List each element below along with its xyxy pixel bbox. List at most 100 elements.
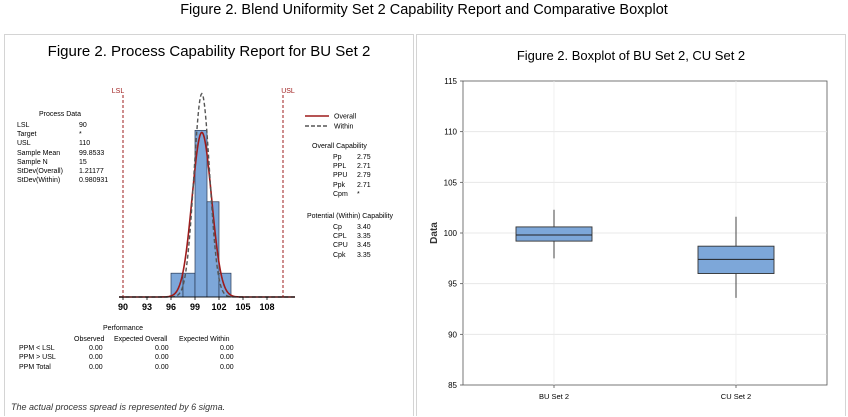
boxplot-panel: Figure 2. Boxplot of BU Set 2, CU Set 2 … bbox=[416, 34, 846, 416]
y-axis-label: Data bbox=[429, 222, 440, 244]
process-data-row: LSL 90 bbox=[17, 121, 117, 130]
process-data-row: StDev(Within) 0.980931 bbox=[17, 176, 117, 185]
x-tick-label: 90 bbox=[118, 302, 128, 312]
capability-report-title: Figure 2. Process Capability Report for … bbox=[47, 43, 371, 60]
y-tick-label: 115 bbox=[444, 77, 457, 86]
x-tick-label: 102 bbox=[211, 302, 226, 312]
process-data-value: 0.980931 bbox=[79, 177, 109, 185]
process-data-value: 110 bbox=[79, 140, 91, 148]
within-capability-label: CPU bbox=[333, 242, 348, 250]
performance-value: 0.00 bbox=[89, 345, 103, 353]
footnote: The actual process spread is represented… bbox=[11, 402, 226, 412]
overall-capability-value: 2.75 bbox=[357, 154, 371, 161]
process-data-label: StDev(Overall) bbox=[17, 167, 63, 175]
performance-column-header: Expected Within bbox=[179, 336, 230, 343]
within-capability-table: Cp 3.40 CPL 3.35 CPU 3.45 Cpk 3.35 bbox=[333, 223, 403, 260]
spec-label-lsl: LSL bbox=[112, 88, 125, 95]
capability-legend: Overall Within bbox=[305, 114, 357, 131]
within-capability-value: 3.35 bbox=[357, 251, 371, 259]
y-tick-label: 85 bbox=[448, 381, 457, 390]
within-capability-value: 3.45 bbox=[357, 242, 371, 250]
process-data-row: StDev(Overall) 1.21177 bbox=[17, 167, 117, 176]
performance-row: PPM < LSL 0.00 0.00 0.00 bbox=[19, 344, 249, 353]
overall-capability-row: PPU 2.79 bbox=[333, 171, 403, 180]
performance-row: PPM Total 0.00 0.00 0.00 bbox=[19, 363, 249, 372]
process-data-label: Sample Mean bbox=[17, 149, 61, 157]
performance-row-label: PPM > USL bbox=[19, 354, 56, 362]
y-tick-label: 95 bbox=[448, 280, 457, 289]
overall-capability-row: Cpm * bbox=[333, 190, 403, 199]
process-data-row: Sample Mean 99.8533 bbox=[17, 149, 117, 158]
overall-capability-value: 2.71 bbox=[357, 181, 371, 189]
x-tick-label: 108 bbox=[259, 302, 274, 312]
overall-capability-value: 2.71 bbox=[357, 163, 371, 171]
process-data-row: USL 110 bbox=[17, 139, 117, 148]
process-data-value: 15 bbox=[79, 158, 87, 166]
boxplot-chart: 85 90 95 100 105 110 115 BU Set 2 CU Set 2 Data bbox=[429, 77, 828, 401]
process-data-label: StDev(Within) bbox=[17, 177, 61, 185]
overall-capability-row: Pp 2.75 bbox=[333, 153, 403, 162]
overall-capability-label: Cpm bbox=[333, 190, 348, 198]
capability-report-panel: Figure 2. Process Capability Report for … bbox=[4, 34, 414, 416]
performance-table: Observed Expected Overall Expected Within P… bbox=[19, 335, 249, 372]
x-tick-label: 99 bbox=[190, 302, 200, 312]
legend-label-within: Within bbox=[334, 124, 354, 131]
overall-capability-row: Ppk 2.71 bbox=[333, 181, 403, 190]
spec-label-usl: USL bbox=[281, 88, 295, 95]
performance-row-label: PPM Total bbox=[19, 363, 51, 371]
process-data-value: 99.8533 bbox=[79, 149, 105, 157]
performance-column-header: Observed bbox=[74, 336, 105, 343]
main-title: Figure 2. Blend Uniformity Set 2 Capabil… bbox=[180, 2, 668, 18]
box-cu-set-2 bbox=[697, 245, 775, 274]
x-tick-label: 93 bbox=[142, 302, 152, 312]
within-capability-label: Cpk bbox=[333, 251, 346, 259]
within-capability-value: 3.40 bbox=[357, 224, 371, 231]
performance-value: 0.00 bbox=[220, 345, 234, 353]
within-capability-row: Cp 3.40 bbox=[333, 223, 403, 232]
y-tick-label: 105 bbox=[444, 178, 458, 187]
performance-heading: Performance bbox=[103, 325, 144, 332]
box-bu-set-2 bbox=[515, 226, 593, 242]
overall-capability-label: Pp bbox=[333, 154, 342, 161]
x-tick-label: 105 bbox=[235, 302, 250, 312]
within-capability-label: CPL bbox=[333, 233, 347, 241]
x-category-label: BU Set 2 bbox=[539, 392, 569, 401]
performance-row: PPM > USL 0.00 0.00 0.00 bbox=[19, 353, 249, 362]
performance-header-row: Observed Expected Overall Expected Within bbox=[19, 335, 249, 344]
within-capability-value: 3.35 bbox=[357, 233, 371, 241]
process-data-label: Target bbox=[17, 131, 37, 139]
overall-capability-row: PPL 2.71 bbox=[333, 162, 403, 171]
overall-capability-value: * bbox=[357, 190, 360, 198]
process-data-label: Sample N bbox=[17, 158, 48, 166]
process-data-row: Target * bbox=[17, 130, 117, 139]
performance-column-header: Expected Overall bbox=[114, 336, 168, 343]
within-capability-label: Cp bbox=[333, 224, 342, 231]
performance-value: 0.00 bbox=[220, 363, 234, 371]
performance-value: 0.00 bbox=[155, 345, 169, 353]
performance-value: 0.00 bbox=[155, 363, 169, 371]
process-data-table: LSL 90 Target * USL 110 Sample Mean 99.8533 Samp… bbox=[17, 121, 117, 185]
within-capability-row: Cpk 3.35 bbox=[333, 251, 403, 260]
boxplot-title: Figure 2. Boxplot of BU Set 2, CU Set 2 bbox=[516, 48, 746, 63]
process-data-value: 1.21177 bbox=[79, 167, 104, 175]
process-data-heading: Process Data bbox=[39, 111, 82, 118]
overall-capability-label: PPL bbox=[333, 163, 347, 171]
overall-capability-table: Pp 2.75 PPL 2.71 PPU 2.79 Ppk 2.71 Cpm * bbox=[333, 153, 403, 199]
performance-value: 0.00 bbox=[155, 354, 169, 362]
capability-histogram: LSL USL 90 93 96 99 102 105 108 bbox=[112, 88, 295, 312]
overall-capability-label: PPU bbox=[333, 172, 348, 180]
performance-row-label: PPM < LSL bbox=[19, 345, 55, 353]
y-tick-label: 110 bbox=[444, 128, 457, 137]
process-data-value: 90 bbox=[79, 122, 87, 129]
overall-capability-label: Ppk bbox=[333, 181, 346, 189]
within-capability-row: CPL 3.35 bbox=[333, 232, 403, 241]
performance-value: 0.00 bbox=[89, 363, 103, 371]
legend-label-overall: Overall bbox=[334, 114, 357, 121]
process-data-label: LSL bbox=[17, 122, 30, 129]
overall-capability-value: 2.79 bbox=[357, 172, 371, 180]
y-tick-label: 100 bbox=[444, 229, 458, 238]
performance-value: 0.00 bbox=[220, 354, 234, 362]
within-capability-row: CPU 3.45 bbox=[333, 241, 403, 250]
x-tick-label: 96 bbox=[166, 302, 176, 312]
within-capability-heading: Potential (Within) Capability bbox=[307, 213, 393, 220]
